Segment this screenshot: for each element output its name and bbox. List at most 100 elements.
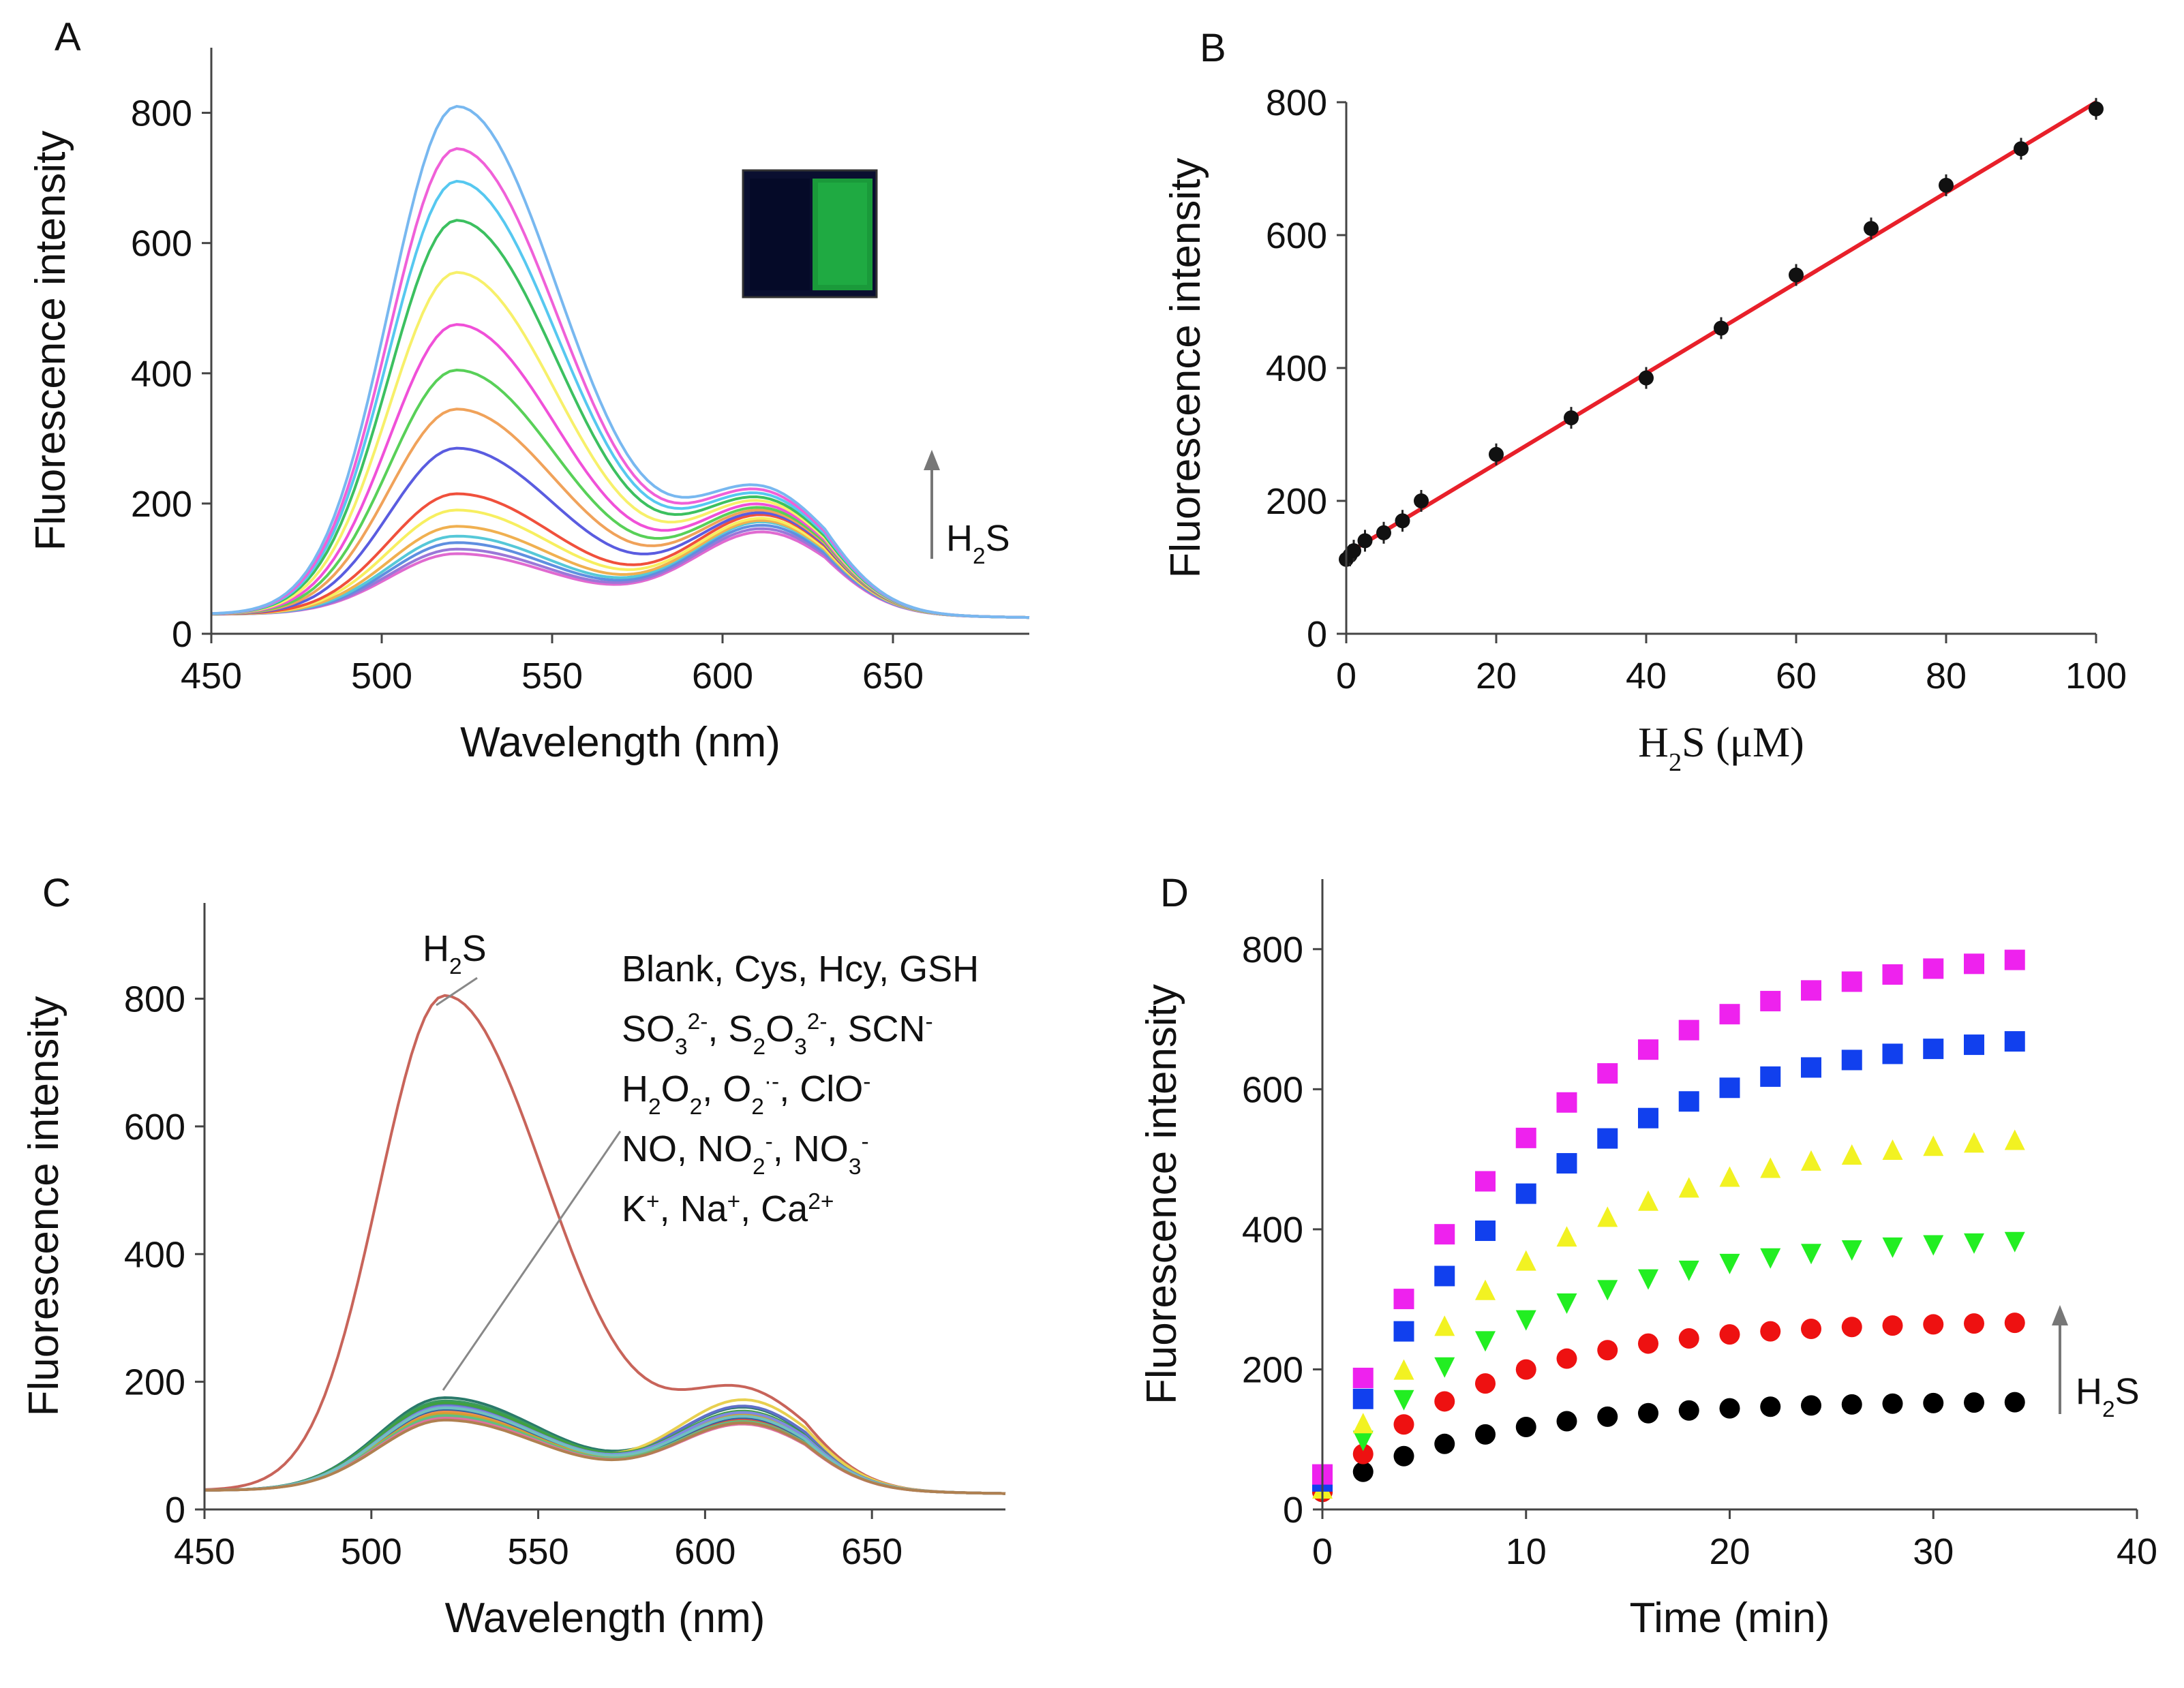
panel-d-data-point bbox=[1638, 1269, 1658, 1290]
panel-d-data-point bbox=[1719, 1324, 1740, 1345]
panel-b-y-tick-label: 0 bbox=[1307, 614, 1327, 655]
panel-d-data-point bbox=[1923, 1314, 1944, 1335]
panel-d-data-point bbox=[1638, 1402, 1658, 1424]
panel-d-data-point bbox=[1964, 1132, 1984, 1153]
panel-d-data-point bbox=[1597, 1206, 1618, 1227]
panel-a-series bbox=[211, 104, 1030, 619]
panel-d-data-point bbox=[1597, 1128, 1618, 1149]
panel-a-axes: 450 500 550 600 650 0 200 400 600 800 Wavelength (… bbox=[27, 48, 1029, 766]
panel-d-data-point bbox=[1678, 1400, 1699, 1421]
panel-d-data-point bbox=[1760, 1066, 1781, 1087]
panel-b-data-point bbox=[1414, 493, 1429, 508]
panel-c-axes: 450 500 550 600 650 0 200 400 600 800 Wavelength (… bbox=[20, 903, 1005, 1642]
panel-d-data-point bbox=[2004, 1129, 2025, 1150]
panel-d-data-point bbox=[1597, 1340, 1618, 1361]
panel-c-y-tick-label: 0 bbox=[165, 1490, 185, 1531]
panel-c-y-tick-label: 400 bbox=[124, 1234, 185, 1275]
panel-c-h2s-label: H2S bbox=[423, 928, 487, 979]
panel-b-data-point bbox=[1564, 410, 1579, 426]
panel-d-data-point bbox=[1556, 1226, 1577, 1247]
panel-d-data-point bbox=[1393, 1414, 1414, 1435]
panel-d-data-point bbox=[1597, 1406, 1618, 1427]
panel-c-series-line bbox=[204, 1398, 1006, 1495]
panel-d-x-tick-label: 40 bbox=[2117, 1531, 2157, 1572]
panel-d-data-point bbox=[1556, 1293, 1577, 1315]
panel-c-series-line bbox=[204, 1418, 1006, 1495]
panel-a-y-tick-label: 600 bbox=[131, 224, 192, 264]
panel-d-data-point bbox=[1841, 1317, 1862, 1338]
panel-d-data-point bbox=[1719, 1398, 1740, 1419]
panel-b-points bbox=[1339, 97, 2104, 570]
panel-c-series bbox=[204, 994, 1006, 1495]
panel-d-data-point bbox=[1760, 1321, 1781, 1342]
panel-d-data-point bbox=[1597, 1280, 1618, 1301]
panel-d-data-point bbox=[1841, 1144, 1862, 1165]
panel-d-data-point bbox=[1475, 1221, 1496, 1242]
panel-d-data-point bbox=[1597, 1063, 1618, 1084]
panel-d-data-point bbox=[1760, 1157, 1781, 1178]
panel-d-data-point bbox=[1515, 1183, 1536, 1204]
panel-b-axes: 0 20 40 60 80 100 0 200 400 600 800 H2S (μM) Fluores… bbox=[1162, 82, 2127, 777]
panel-d-data-point bbox=[1393, 1321, 1414, 1342]
panel-d-data-point bbox=[2004, 1313, 2025, 1334]
panel-d-data-point bbox=[1882, 1315, 1903, 1336]
panel-c-legend-line: H2O2, O2·-, ClO- bbox=[622, 1069, 870, 1120]
panel-c-legend-line: SO32-, S2O32-, SCN- bbox=[622, 1009, 933, 1060]
panel-d-data-point bbox=[1923, 1135, 1944, 1156]
panel-b-y-tick-label: 600 bbox=[1266, 215, 1327, 256]
panel-d-data-point bbox=[1841, 1394, 1862, 1415]
panel-a-x-tick-label: 500 bbox=[351, 656, 412, 696]
panel-d-y-label: Fluorescence intensity bbox=[1138, 984, 1185, 1405]
panel-d-data-point bbox=[1841, 1049, 1862, 1071]
panel-c: C 450 500 550 600 650 0 200 400 600 800 Wavelength… bbox=[20, 871, 1006, 1642]
panel-d-data-point bbox=[1841, 971, 1862, 992]
panel-d-y-tick-label: 600 bbox=[1242, 1069, 1303, 1110]
panel-d-data-point bbox=[1801, 1150, 1821, 1171]
panel-d-x-tick-label: 20 bbox=[1709, 1531, 1750, 1572]
panel-d-x-label: Time (min) bbox=[1630, 1595, 1830, 1642]
panel-a-x-tick-label: 450 bbox=[181, 656, 242, 696]
panel-d-data-point bbox=[1515, 1127, 1536, 1148]
panel-d-data-point bbox=[1352, 1368, 1374, 1389]
panel-a-series-line bbox=[211, 104, 1030, 619]
panel-d-data-point bbox=[1964, 1034, 1984, 1056]
panel-d-data-point bbox=[1760, 1396, 1781, 1417]
panel-d-data-point bbox=[1515, 1416, 1536, 1437]
panel-c-y-tick-label: 200 bbox=[124, 1362, 185, 1403]
panel-c-y-tick-label: 800 bbox=[124, 979, 185, 1020]
panel-d-data-point bbox=[1475, 1424, 1496, 1445]
panel-a-inset bbox=[742, 169, 878, 298]
panel-b-data-point bbox=[1489, 446, 1504, 462]
panel-d-data-point bbox=[1638, 1190, 1658, 1211]
panel-a-x-label: Wavelength (nm) bbox=[460, 719, 780, 766]
panel-d-data-point bbox=[1393, 1390, 1414, 1411]
panel-d-y-tick-label: 400 bbox=[1242, 1210, 1303, 1250]
panel-a-x-tick-label: 550 bbox=[521, 656, 583, 696]
panel-d-data-point bbox=[1556, 1153, 1577, 1174]
panel-b-x-tick-label: 40 bbox=[1626, 656, 1667, 696]
panel-d-data-point bbox=[1556, 1348, 1577, 1369]
panel-d-data-point bbox=[1678, 1260, 1699, 1281]
panel-d-data-point bbox=[1678, 1328, 1699, 1349]
panel-b-data-point bbox=[1346, 543, 1361, 559]
panel-d-x-tick-label: 10 bbox=[1506, 1531, 1547, 1572]
panel-a-x-tick-label: 650 bbox=[862, 656, 924, 696]
panel-a-h2s-label: H2S bbox=[946, 518, 1010, 569]
panel-d-data-point bbox=[1638, 1333, 1658, 1354]
panel-d-data-point bbox=[1964, 1233, 1984, 1254]
panel-d-data-point bbox=[1515, 1310, 1536, 1331]
panel-a-y-tick-label: 200 bbox=[131, 484, 192, 525]
panel-b-data-point bbox=[1939, 177, 1954, 193]
panel-b-x-tick-label: 20 bbox=[1476, 656, 1517, 696]
panel-d-data-point bbox=[1719, 1253, 1740, 1274]
panel-c-series-line bbox=[204, 1399, 1006, 1495]
panel-b-data-point bbox=[1357, 533, 1373, 549]
panel-d-data-point bbox=[1678, 1019, 1699, 1041]
panel-d-data-point bbox=[1801, 980, 1821, 1001]
panel-d-data-point bbox=[1434, 1433, 1455, 1454]
panel-b-y-tick-label: 200 bbox=[1266, 481, 1327, 522]
panel-d-data-point bbox=[1801, 1319, 1821, 1340]
panel-b-x-tick-label: 100 bbox=[2065, 656, 2127, 696]
panel-d-data-point bbox=[1719, 1166, 1740, 1187]
